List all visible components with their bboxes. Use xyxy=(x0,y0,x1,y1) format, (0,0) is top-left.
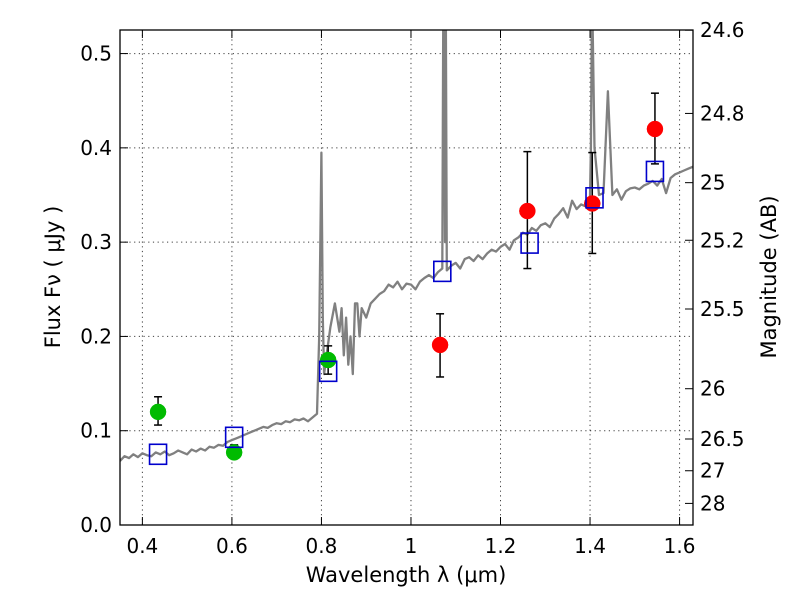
y2-tick-label: 25.5 xyxy=(700,297,745,321)
x-tick-label: 1.4 xyxy=(574,534,606,558)
green-data-point xyxy=(319,351,337,369)
green-data-point xyxy=(225,444,243,461)
y2-tick-label: 26.5 xyxy=(700,427,745,451)
model-flux-square xyxy=(433,260,452,283)
y2-axis-label: Magnitude (AB) xyxy=(757,195,781,358)
photometry-points xyxy=(148,92,665,466)
spectrum-line xyxy=(120,30,693,462)
model-flux-square xyxy=(520,232,539,254)
y-axis-label: Flux Fν ( μJy ) xyxy=(41,206,65,349)
y2-tick-label: 24.8 xyxy=(700,101,745,125)
x-tick-label: 1 xyxy=(405,534,418,558)
y-tick-label: 0.2 xyxy=(80,324,112,348)
red-data-point xyxy=(519,202,536,220)
red-data-point xyxy=(646,120,664,138)
model-flux-square xyxy=(148,443,168,466)
y2-tick-label: 24.6 xyxy=(700,18,745,42)
y2-tick-label: 25.2 xyxy=(700,228,745,252)
y2-tick-label: 25 xyxy=(700,171,725,195)
y-tick-label: 0.5 xyxy=(80,42,112,66)
red-data-point xyxy=(431,336,449,354)
x-tick-label: 0.8 xyxy=(306,534,338,558)
model-flux-square xyxy=(224,426,244,449)
axis-ticks xyxy=(120,29,693,526)
tick-labels: 0.4 0.6 0.8 1 1.2 1.4 1.6 0.0 0.1 0.2 0.3 0.4 0.5 24.… xyxy=(80,18,744,558)
x-tick-label: 1.6 xyxy=(664,534,696,558)
x-tick-label: 0.6 xyxy=(216,534,248,558)
x-tick-label: 1.2 xyxy=(485,534,517,558)
y2-tick-label: 26 xyxy=(700,377,725,401)
model-flux-square xyxy=(645,160,665,183)
y-tick-label: 0.4 xyxy=(80,136,112,160)
green-data-point xyxy=(149,403,167,421)
model-spectrum xyxy=(120,30,693,462)
y2-tick-label: 28 xyxy=(700,491,725,515)
model-flux-square xyxy=(585,187,604,209)
model-flux-square xyxy=(318,360,338,383)
x-axis-label: Wavelength λ (μm) xyxy=(306,563,507,587)
y2-tick-label: 27 xyxy=(700,459,725,483)
x-tick-label: 0.4 xyxy=(126,534,158,558)
y-tick-label: 0.1 xyxy=(80,419,112,443)
plot-frame xyxy=(119,29,694,526)
y-tick-label: 0.3 xyxy=(80,230,112,254)
y-tick-label: 0.0 xyxy=(80,513,112,537)
